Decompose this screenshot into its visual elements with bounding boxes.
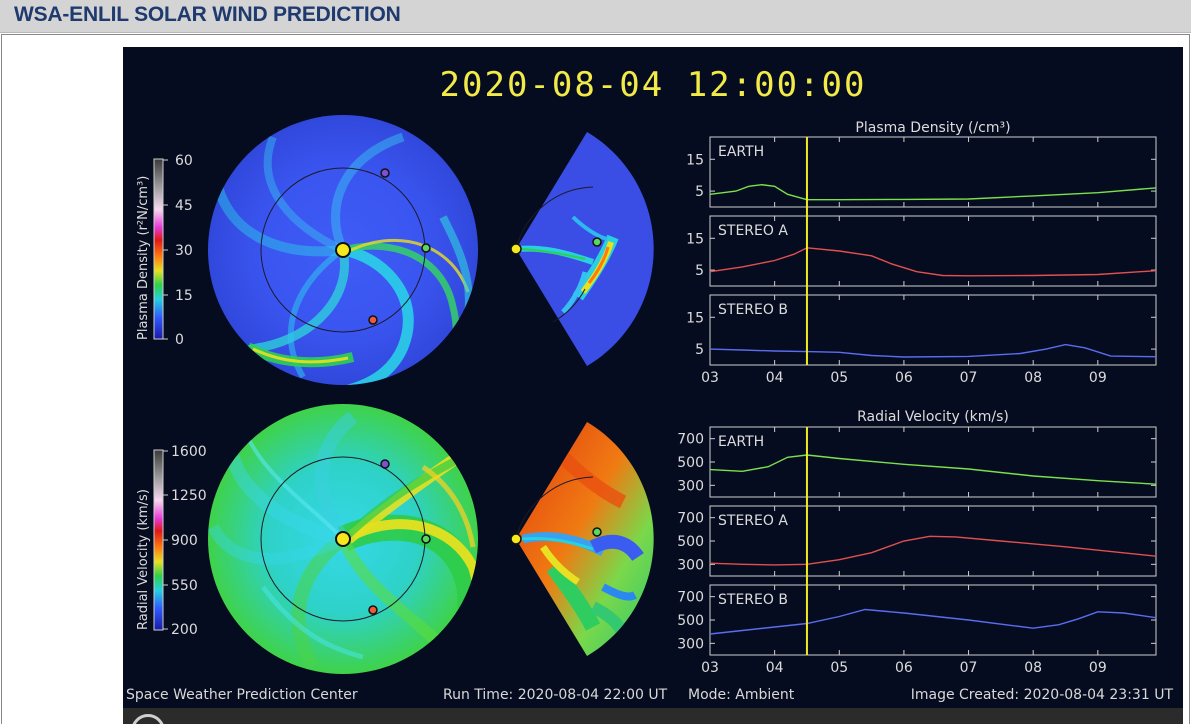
y-tick-label: 5 (695, 184, 704, 200)
velocity-colorbar: 1600 1250 900 550 200 Radial Velocity (k… (136, 444, 207, 638)
velocity-meridional-wedge (515, 422, 654, 656)
density-colorbar: 60 45 30 15 0 Plasma Density (r²N/cm³) (136, 153, 193, 348)
y-tick-label: 700 (677, 511, 704, 527)
velocity-tick: 1250 (171, 488, 207, 504)
x-tick-label: 03 (701, 370, 719, 386)
x-tick-label: 03 (701, 660, 719, 676)
series-line (709, 608, 1157, 635)
velocity-tick: 200 (171, 622, 198, 638)
series-line (709, 343, 1157, 358)
x-tick-label: 04 (766, 660, 784, 676)
density-meridional-wedge (515, 132, 654, 366)
timeseries-panel: 15 5 STEREO B (686, 294, 1157, 366)
sun-marker (510, 533, 522, 545)
density-tick: 60 (175, 153, 193, 169)
x-tick-label: 08 (1024, 370, 1042, 386)
velocity-tick: 550 (171, 578, 198, 594)
panel-frame (709, 136, 1157, 208)
solar-wind-viewer: 60 45 30 15 0 Plasma Density (r²N/cm³) 1… (123, 47, 1183, 724)
earth-marker (592, 237, 602, 247)
stereo-a-marker (368, 605, 378, 615)
x-tick-label: 05 (830, 370, 848, 386)
chart-title: Plasma Density (/cm³) (855, 120, 1010, 136)
sun-marker (335, 531, 351, 547)
y-tick-label: 700 (677, 432, 704, 448)
y-tick-label: 300 (677, 557, 704, 573)
velocity-colorbar-label: Radial Velocity (km/s) (136, 489, 151, 630)
y-tick-label: 300 (677, 636, 704, 652)
spacecraft-markers (335, 168, 602, 615)
panel-name-label: STEREO A (718, 513, 788, 529)
timeseries-panel: 15 5 EARTH (686, 136, 1157, 208)
density-colorbar-gradient (153, 158, 164, 340)
page-header: WSA-ENLIL SOLAR WIND PREDICTION (0, 0, 1191, 33)
y-tick-label: 15 (686, 152, 704, 168)
series-line (709, 183, 1157, 201)
velocity-tick: 1600 (171, 444, 207, 460)
density-tick: 15 (175, 288, 193, 304)
image-created-label: Image Created: 2020-08-04 23:31 UT (910, 687, 1173, 703)
velocity-timeseries-chart: Radial Velocity (km/s) 700 500 300 EARTH 700 5… (677, 409, 1157, 676)
velocity-tick: 900 (171, 533, 198, 549)
current-timestamp: 2020-08-04 12:00:00 (439, 65, 867, 105)
x-tick-label: 09 (1089, 370, 1107, 386)
panel-name-label: STEREO B (718, 592, 788, 608)
timeseries-panel: 700 500 300 STEREO B (677, 584, 1157, 656)
enlil-visualization: 60 45 30 15 0 Plasma Density (r²N/cm³) 1… (136, 115, 1157, 676)
y-tick-label: 500 (677, 613, 704, 629)
velocity-colorbar-gradient (153, 449, 164, 631)
panel-name-label: EARTH (718, 434, 764, 450)
x-tick-label: 05 (830, 660, 848, 676)
earth-marker (421, 534, 431, 544)
stereo-b-marker (380, 459, 390, 469)
panel-name-label: STEREO A (718, 223, 788, 239)
x-tick-label: 07 (960, 370, 978, 386)
y-tick-label: 300 (677, 478, 704, 494)
density-tick: 0 (175, 332, 184, 348)
stereo-a-marker (368, 315, 378, 325)
organization-label: Space Weather Prediction Center (126, 687, 358, 703)
timeseries-panel: 700 500 300 EARTH (677, 426, 1157, 498)
earth-marker (592, 527, 602, 537)
stereo-b-marker (380, 168, 390, 178)
chart-title: Radial Velocity (km/s) (857, 409, 1009, 425)
panel-name-label: EARTH (718, 144, 764, 160)
density-colorbar-label: Plasma Density (r²N/cm³) (136, 176, 151, 340)
y-tick-label: 500 (677, 455, 704, 471)
x-tick-label: 06 (895, 370, 913, 386)
series-line (709, 535, 1157, 566)
series-line (709, 454, 1157, 485)
density-tick: 45 (175, 198, 193, 214)
earth-marker (421, 243, 431, 253)
y-tick-label: 15 (686, 310, 704, 326)
y-tick-label: 700 (677, 590, 704, 606)
timeseries-panel: 15 5 STEREO A (686, 215, 1157, 287)
series-line (709, 247, 1157, 277)
y-tick-label: 15 (686, 231, 704, 247)
sun-marker (335, 242, 351, 258)
timeseries-panel: 700 500 300 STEREO A (677, 505, 1157, 577)
y-tick-label: 5 (695, 342, 704, 358)
mode-label: Mode: Ambient (688, 687, 795, 703)
run-time-label: Run Time: 2020-08-04 22:00 UT (443, 687, 668, 703)
x-tick-label: 07 (960, 660, 978, 676)
x-tick-label: 06 (895, 660, 913, 676)
y-tick-label: 500 (677, 534, 704, 550)
y-tick-label: 5 (695, 263, 704, 279)
panel-frame (709, 294, 1157, 366)
x-tick-label: 04 (766, 370, 784, 386)
panel-name-label: STEREO B (718, 302, 788, 318)
density-tick: 30 (175, 243, 193, 259)
panel-frame (709, 215, 1157, 287)
x-tick-label: 09 (1089, 660, 1107, 676)
density-timeseries-chart: Plasma Density (/cm³) 15 5 EARTH 15 5 STEREO A… (686, 120, 1157, 386)
playback-controls-bar (123, 708, 1183, 724)
play-circle-icon[interactable] (131, 714, 165, 724)
x-tick-label: 08 (1024, 660, 1042, 676)
page-title: WSA-ENLIL SOLAR WIND PREDICTION (14, 3, 401, 26)
sun-marker (510, 243, 522, 255)
